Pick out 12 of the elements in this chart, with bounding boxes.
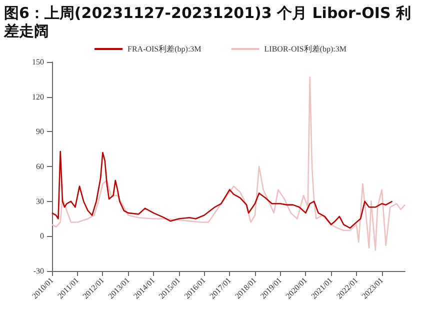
- line-series: [51, 150, 393, 229]
- y-tick-label: 90: [36, 127, 44, 136]
- legend-label: FRA-OIS利差(bp):3M: [128, 44, 202, 54]
- legend-label: LIBOR-OIS利差(bp):3M: [264, 44, 346, 54]
- y-tick-label: 0: [40, 232, 44, 241]
- y-tick-label: -30: [33, 266, 44, 276]
- y-tick-label: 120: [32, 92, 44, 102]
- y-tick-label: 150: [32, 58, 44, 66]
- line-series: [51, 76, 406, 251]
- y-tick-label: 30: [36, 196, 44, 206]
- y-tick-label: 60: [36, 162, 44, 171]
- chart-title: 图6：上周(20231127-20231201)3 个月 Libor-OIS 利差走阔: [2, 3, 412, 40]
